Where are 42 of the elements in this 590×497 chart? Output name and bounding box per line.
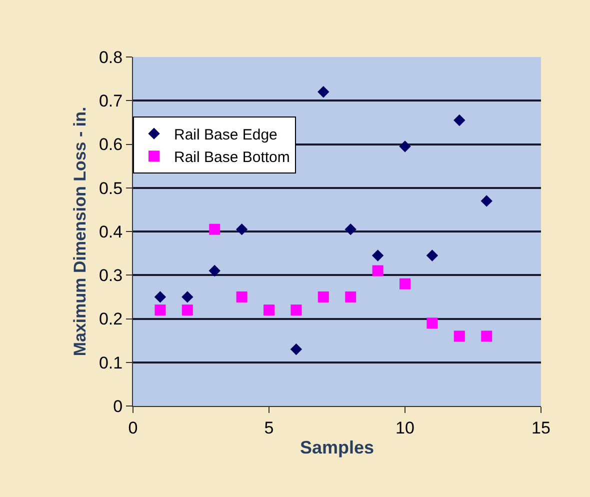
point: [290, 304, 302, 316]
point: [372, 265, 384, 276]
y-tick-label: 0.7: [98, 92, 123, 111]
y-tick-label: 0: [113, 396, 123, 416]
legend-label: Rail Base Bottom: [174, 148, 290, 166]
x-tick-label: 0: [128, 418, 138, 438]
legend-label: Rail Base Edge: [174, 126, 278, 144]
y-tick-label: 0.5: [98, 178, 123, 198]
point: [426, 250, 438, 262]
point: [264, 304, 274, 316]
y-axis-title: Maximum Dimension Loss - in.: [70, 106, 90, 356]
point: [154, 304, 166, 316]
point: [399, 140, 411, 152]
point: [182, 291, 194, 303]
point: [236, 291, 248, 302]
point: [318, 86, 330, 98]
point: [208, 264, 220, 277]
point: [236, 223, 248, 236]
x-axis-title: Samples: [300, 438, 374, 458]
x-tick-label: 15: [532, 418, 550, 438]
point: [344, 223, 356, 236]
point: [454, 330, 465, 342]
y-tick-label: 0.3: [98, 266, 123, 286]
y-tick-label: 0.4: [98, 222, 123, 242]
y-tick-label: 0.1: [98, 353, 123, 372]
point: [154, 291, 166, 303]
point: [372, 250, 384, 262]
point: [290, 343, 302, 356]
point: [209, 224, 220, 235]
point: [480, 195, 492, 207]
x-tick-label: 10: [396, 418, 414, 438]
point: [426, 318, 438, 329]
x-tick-label: 5: [264, 418, 274, 438]
y-tick-label: 0.8: [98, 48, 123, 67]
point: [400, 278, 410, 290]
point: [345, 291, 356, 302]
point: [182, 304, 193, 316]
y-tick-label: 0.2: [98, 310, 123, 329]
point: [481, 330, 492, 342]
point: [454, 114, 466, 126]
y-tick-label: 0.6: [98, 135, 123, 154]
point: [318, 291, 329, 302]
